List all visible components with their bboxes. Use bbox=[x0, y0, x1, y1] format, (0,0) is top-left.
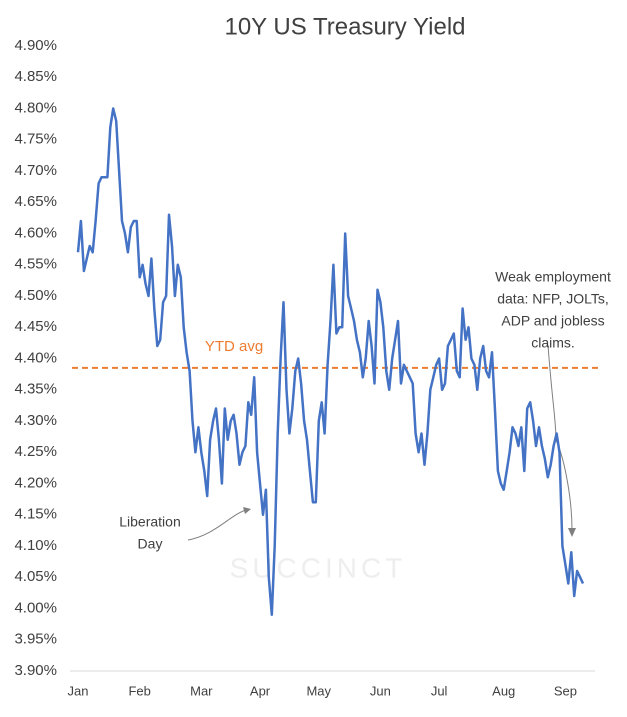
y-tick-label: 4.55% bbox=[14, 256, 57, 273]
y-tick-label: 4.30% bbox=[14, 412, 57, 429]
x-tick-label: Aug bbox=[492, 683, 515, 698]
x-tick-label: Jul bbox=[431, 683, 448, 698]
annotation: Weak employment bbox=[495, 269, 611, 285]
y-tick-label: 3.90% bbox=[14, 662, 57, 679]
y-tick-label: 4.60% bbox=[14, 224, 57, 241]
arrow bbox=[187, 509, 247, 541]
y-tick-label: 4.50% bbox=[14, 287, 57, 304]
y-tick-label: 4.40% bbox=[14, 349, 57, 366]
x-tick-label: Jun bbox=[370, 683, 391, 698]
x-tick-label: Jan bbox=[68, 683, 89, 698]
x-tick-label: Mar bbox=[190, 683, 213, 698]
arrowhead bbox=[568, 528, 576, 537]
x-tick-label: Feb bbox=[128, 683, 150, 698]
annotation: Liberation bbox=[119, 514, 181, 530]
series-line bbox=[76, 107, 585, 616]
y-tick-label: 4.00% bbox=[14, 599, 57, 616]
y-tick-label: 4.15% bbox=[14, 506, 57, 523]
y-tick-label: 4.80% bbox=[14, 99, 57, 116]
annotation: ADP and jobless bbox=[501, 313, 604, 329]
y-tick-label: 4.20% bbox=[14, 474, 57, 491]
annotation: data: NFP, JOLTs, bbox=[497, 291, 609, 307]
watermark: SUCCINCT bbox=[230, 552, 407, 583]
y-tick-label: 4.75% bbox=[14, 131, 57, 148]
reference-label: YTD avg bbox=[205, 338, 263, 355]
y-tick-label: 4.70% bbox=[14, 162, 57, 179]
arrowhead bbox=[243, 507, 251, 514]
y-tick-label: 4.10% bbox=[14, 537, 57, 554]
annotation: Day bbox=[138, 536, 163, 552]
y-tick-label: 4.90% bbox=[14, 37, 57, 54]
annotation: claims. bbox=[531, 335, 575, 351]
x-tick-label: Apr bbox=[250, 683, 271, 698]
y-tick-label: 4.85% bbox=[14, 68, 57, 85]
y-tick-label: 4.35% bbox=[14, 381, 57, 398]
y-tick-label: 4.25% bbox=[14, 443, 57, 460]
chart-title: 10Y US Treasury Yield bbox=[224, 13, 465, 40]
y-tick-label: 4.65% bbox=[14, 193, 57, 210]
y-tick-label: 4.45% bbox=[14, 318, 57, 335]
x-tick-label: Sep bbox=[554, 683, 577, 698]
y-tick-label: 3.95% bbox=[14, 631, 57, 648]
x-tick-label: May bbox=[306, 683, 331, 698]
y-tick-label: 4.05% bbox=[14, 568, 57, 585]
